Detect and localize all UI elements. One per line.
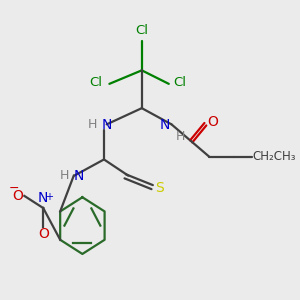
Text: N: N — [160, 118, 170, 132]
Text: O: O — [12, 189, 23, 203]
Text: CH₂CH₃: CH₂CH₃ — [253, 150, 296, 163]
Text: Cl: Cl — [173, 76, 186, 89]
Text: N: N — [38, 191, 48, 205]
Text: S: S — [155, 181, 164, 195]
Text: H: H — [59, 169, 69, 182]
Text: O: O — [38, 227, 49, 241]
Text: O: O — [207, 116, 218, 130]
Text: −: − — [9, 182, 20, 194]
Text: N: N — [74, 169, 84, 183]
Text: N: N — [102, 118, 112, 132]
Text: +: + — [45, 192, 53, 202]
Text: Cl: Cl — [90, 76, 103, 89]
Text: H: H — [88, 118, 97, 131]
Text: H: H — [175, 130, 184, 143]
Text: Cl: Cl — [135, 24, 148, 37]
